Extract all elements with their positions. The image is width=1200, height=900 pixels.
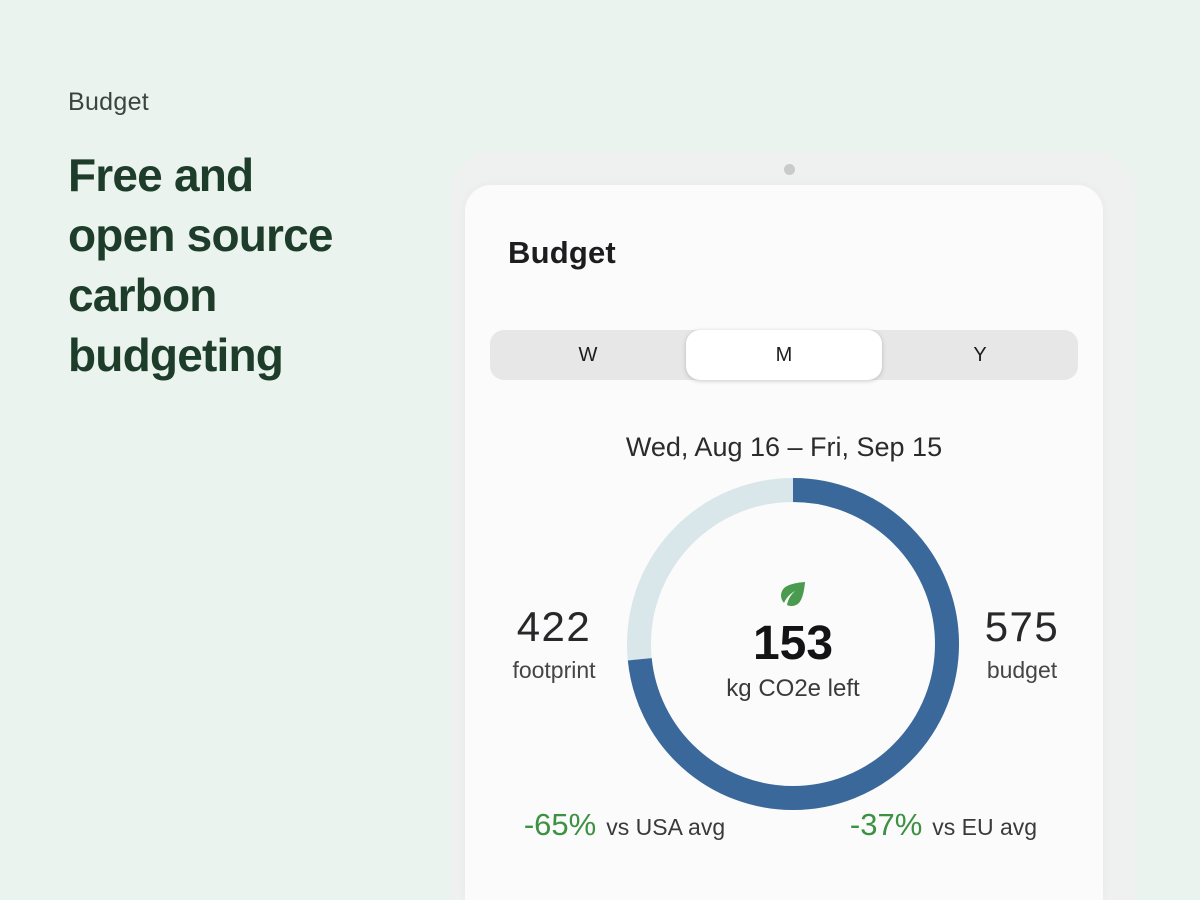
comparison-row: -65% vs USA avg -37% vs EU avg bbox=[465, 807, 1103, 843]
leaf-icon bbox=[781, 581, 805, 606]
footprint-label: footprint bbox=[512, 657, 596, 683]
footprint-stat: 422 footprint bbox=[473, 603, 635, 684]
eu-comparison: -37% vs EU avg bbox=[784, 807, 1103, 843]
remaining-label: kg CO2e left bbox=[726, 674, 860, 702]
device-mockup: Budget W M Y Wed, Aug 16 – Fri, Sep 15 1… bbox=[450, 152, 1135, 900]
app-title: Budget bbox=[508, 235, 616, 270]
usa-comparison: -65% vs USA avg bbox=[465, 807, 784, 843]
remaining-value: 153 bbox=[752, 616, 834, 670]
budget-value: 575 bbox=[984, 603, 1060, 650]
hero-heading: Free and open source carbon budgeting bbox=[68, 145, 428, 385]
period-segmented-control: W M Y bbox=[490, 330, 1078, 380]
tab-week[interactable]: W bbox=[578, 343, 598, 366]
tab-year[interactable]: Y bbox=[973, 343, 987, 366]
app-screen: Budget W M Y Wed, Aug 16 – Fri, Sep 15 1… bbox=[465, 185, 1103, 900]
budget-stat: 575 budget bbox=[941, 603, 1103, 684]
hero-heading-line: carbon bbox=[68, 269, 217, 321]
hero-section: Budget Free and open source carbon budge… bbox=[68, 88, 428, 385]
eu-label: vs EU avg bbox=[932, 814, 1038, 840]
date-range: Wed, Aug 16 – Fri, Sep 15 bbox=[625, 432, 943, 462]
donut-center: 153 kg CO2e left bbox=[627, 468, 959, 810]
donut-svg bbox=[627, 478, 959, 810]
eu-percent: -37% bbox=[849, 807, 923, 842]
usa-label: vs USA avg bbox=[606, 814, 726, 840]
hero-heading-line: open source bbox=[68, 209, 334, 261]
hero-heading-line: budgeting bbox=[68, 329, 284, 381]
donut-progress-arc bbox=[627, 478, 959, 810]
budget-label: budget bbox=[986, 657, 1058, 683]
camera-dot-icon bbox=[783, 164, 795, 175]
hero-eyebrow: Budget bbox=[68, 88, 150, 116]
budget-donut-chart: 153 kg CO2e left bbox=[627, 478, 959, 810]
tab-month[interactable]: M bbox=[686, 330, 882, 380]
hero-heading-line: Free and bbox=[68, 149, 254, 201]
usa-percent: -65% bbox=[523, 807, 597, 842]
footprint-value: 422 bbox=[516, 603, 592, 650]
